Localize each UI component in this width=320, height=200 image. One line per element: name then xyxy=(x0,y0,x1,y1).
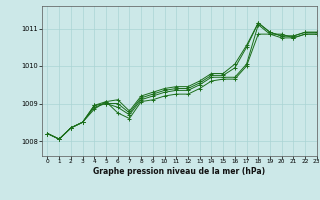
X-axis label: Graphe pression niveau de la mer (hPa): Graphe pression niveau de la mer (hPa) xyxy=(93,167,265,176)
